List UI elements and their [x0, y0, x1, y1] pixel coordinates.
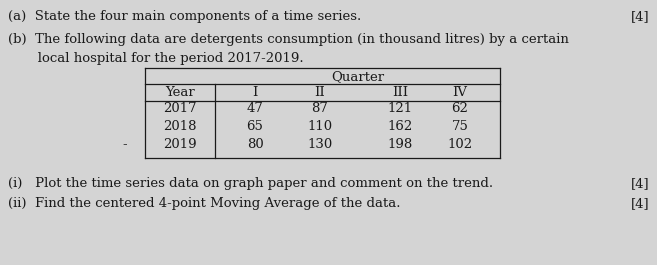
- Text: Quarter: Quarter: [331, 70, 384, 83]
- Text: III: III: [392, 86, 408, 99]
- Text: 2018: 2018: [163, 120, 196, 133]
- Text: I: I: [252, 86, 258, 99]
- Text: Year: Year: [165, 86, 195, 99]
- Text: [4]: [4]: [631, 177, 650, 190]
- Text: 130: 130: [307, 138, 332, 151]
- Text: [4]: [4]: [631, 10, 650, 23]
- Text: 87: 87: [311, 102, 328, 115]
- Text: 198: 198: [388, 138, 413, 151]
- Text: 162: 162: [388, 120, 413, 133]
- Text: (i)   Plot the time series data on graph paper and comment on the trend.: (i) Plot the time series data on graph p…: [8, 177, 493, 190]
- Text: 65: 65: [246, 120, 263, 133]
- Text: IV: IV: [453, 86, 468, 99]
- Text: -: -: [123, 138, 127, 151]
- Text: 102: 102: [447, 138, 472, 151]
- Text: 75: 75: [451, 120, 468, 133]
- Text: II: II: [315, 86, 325, 99]
- Text: 62: 62: [451, 102, 468, 115]
- Text: 121: 121: [388, 102, 413, 115]
- Text: local hospital for the period 2017-2019.: local hospital for the period 2017-2019.: [8, 52, 304, 65]
- Text: 80: 80: [246, 138, 263, 151]
- Text: 2017: 2017: [163, 102, 197, 115]
- Text: (ii)  Find the centered 4-point Moving Average of the data.: (ii) Find the centered 4-point Moving Av…: [8, 197, 401, 210]
- Text: (b)  The following data are detergents consumption (in thousand litres) by a cer: (b) The following data are detergents co…: [8, 33, 569, 46]
- Text: 47: 47: [246, 102, 263, 115]
- Text: 2019: 2019: [163, 138, 197, 151]
- Text: [4]: [4]: [631, 197, 650, 210]
- Text: (a)  State the four main components of a time series.: (a) State the four main components of a …: [8, 10, 361, 23]
- Text: 110: 110: [307, 120, 332, 133]
